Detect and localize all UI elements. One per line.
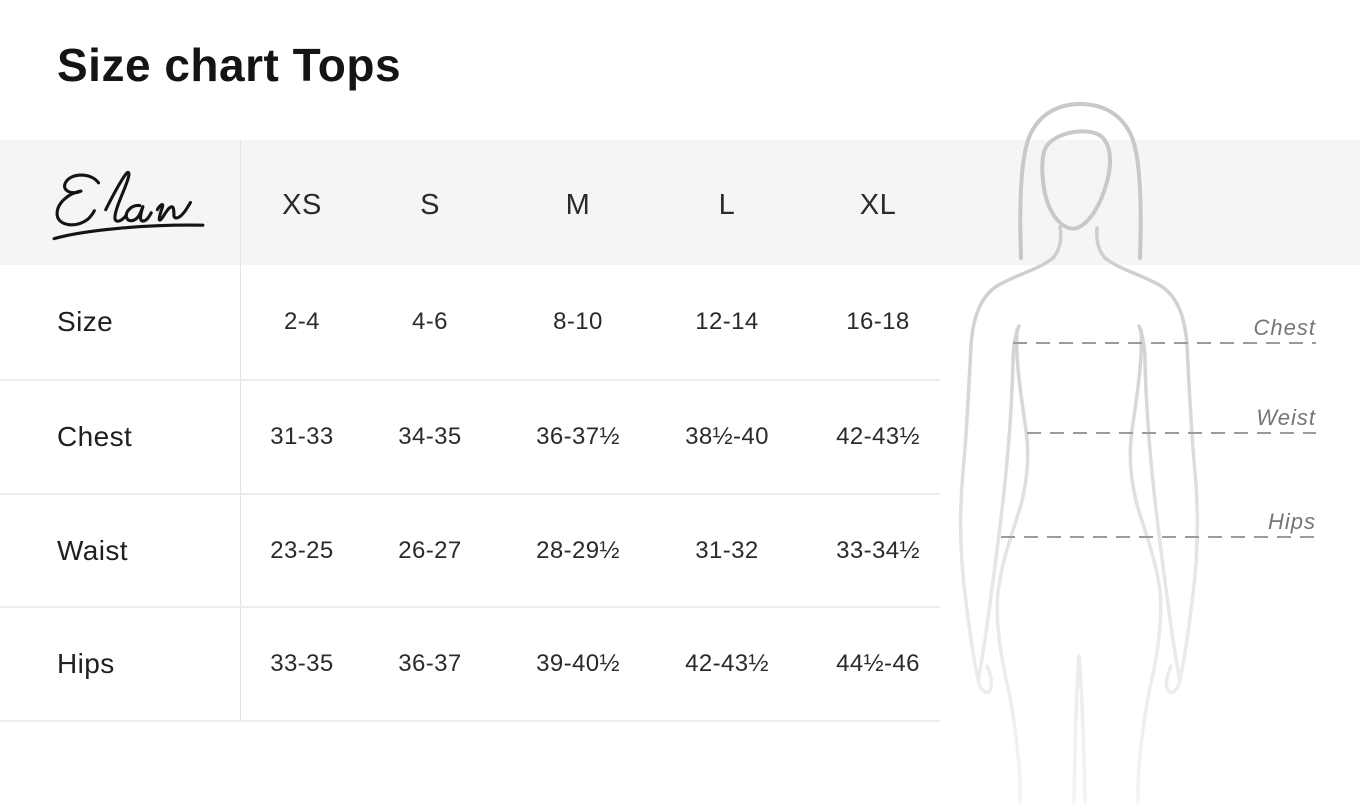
table-row-hips: Hips 33-35 36-37 39-40½ 42-43½ 44½-46 <box>0 608 940 722</box>
waist-measure-label: Weist <box>1256 405 1316 430</box>
column-header-m: M <box>565 189 591 221</box>
table-column-divider <box>240 140 241 722</box>
cell-waist-xl: 33-34½ <box>836 536 920 564</box>
cell-waist-m: 28-29½ <box>536 536 620 564</box>
cell-size-xl: 16-18 <box>846 308 910 335</box>
cell-size-s: 4-6 <box>412 308 448 335</box>
cell-hips-xs: 33-35 <box>270 650 334 677</box>
cell-hips-l: 42-43½ <box>685 650 769 677</box>
cell-chest-s: 34-35 <box>398 423 462 450</box>
column-header-xs: XS <box>282 189 322 221</box>
row-label-chest: Chest <box>57 421 133 452</box>
column-header-l: L <box>718 189 736 221</box>
table-header-row: XS S M L XL <box>0 140 1360 265</box>
row-label-waist: Waist <box>57 534 128 566</box>
row-label-hips: Hips <box>57 648 115 679</box>
chest-measure-label: Chest <box>1254 315 1316 340</box>
column-header-s: S <box>420 189 440 221</box>
cell-size-xs: 2-4 <box>284 308 320 335</box>
table-row-chest: Chest 31-33 34-35 36-37½ 38½-40 42-43½ <box>0 381 940 495</box>
cell-size-l: 12-14 <box>695 308 759 335</box>
table-row-waist: Waist 23-25 26-27 28-29½ 31-32 33-34½ <box>0 495 940 608</box>
cell-chest-l: 38½-40 <box>685 423 769 450</box>
brand-logo <box>52 158 207 250</box>
female-body-figure-icon: Chest Weist Hips <box>958 102 1316 804</box>
table-row-size: Size 2-4 4-6 8-10 12-14 16-18 <box>0 265 940 381</box>
figure-body <box>958 225 1200 804</box>
cell-size-m: 8-10 <box>553 308 603 335</box>
page-title: Size chart Tops <box>57 39 402 91</box>
cell-chest-xl: 42-43½ <box>836 423 920 450</box>
cell-waist-s: 26-27 <box>398 536 462 564</box>
row-label-size: Size <box>57 306 114 337</box>
cell-hips-s: 36-37 <box>398 650 462 677</box>
cell-chest-xs: 31-33 <box>270 423 334 450</box>
cell-waist-xs: 23-25 <box>270 536 334 564</box>
cell-hips-xl: 44½-46 <box>836 650 920 677</box>
column-header-xl: XL <box>859 189 897 221</box>
cell-waist-l: 31-32 <box>695 536 759 564</box>
figure-head <box>1018 102 1143 260</box>
cell-hips-m: 39-40½ <box>536 650 620 677</box>
brand-signature-icon <box>52 170 205 241</box>
hips-measure-label: Hips <box>1268 509 1316 534</box>
cell-chest-m: 36-37½ <box>536 423 620 450</box>
